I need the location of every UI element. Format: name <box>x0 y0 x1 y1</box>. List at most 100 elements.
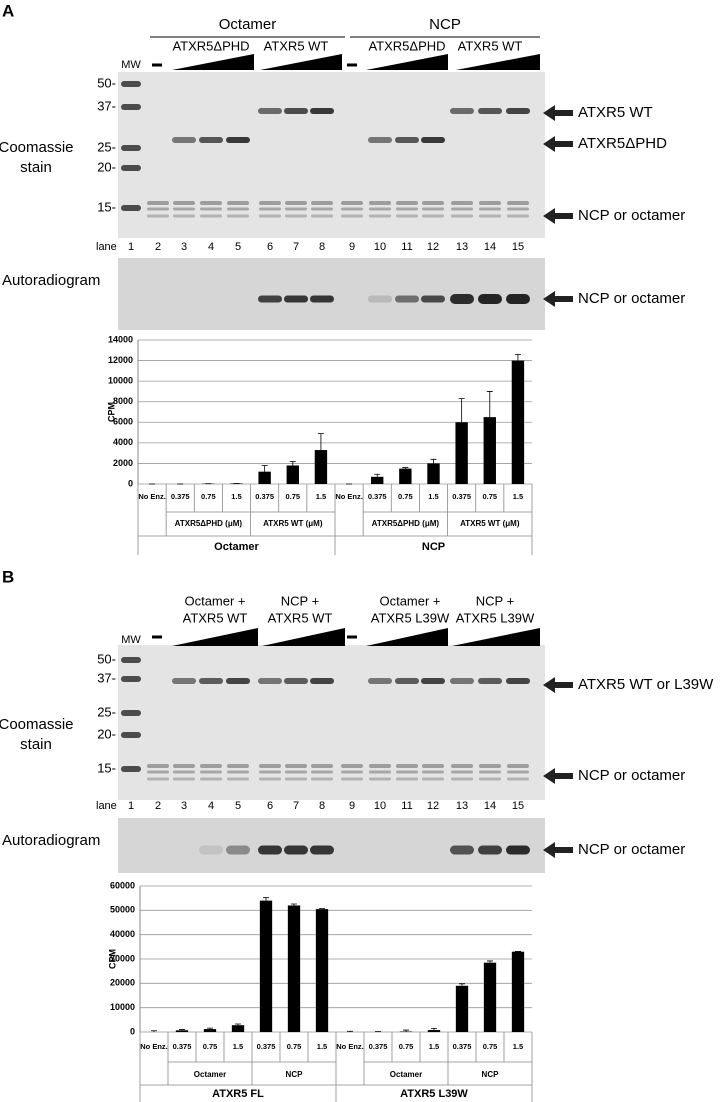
gel-band <box>200 214 222 218</box>
arrow <box>543 105 573 121</box>
group-header: Octamer <box>219 16 277 33</box>
gel-band <box>421 678 445 684</box>
subgroup-header: ATXR5ΔPHD <box>368 38 445 53</box>
gel-band <box>173 764 195 768</box>
x-tick-label: 0.375 <box>453 1042 472 1051</box>
lane-number: 7 <box>293 800 299 812</box>
error-bar <box>487 960 493 963</box>
gel-band <box>396 207 418 211</box>
lane-number: 3 <box>181 800 187 812</box>
mw-ladder-band <box>121 676 141 682</box>
concentration-wedge <box>172 628 258 646</box>
panel-label: B <box>2 567 14 586</box>
gel-band <box>507 764 529 768</box>
gel-band <box>173 207 195 211</box>
no-enzyme-dash <box>347 63 357 67</box>
y-tick-label: 40000 <box>110 929 135 939</box>
y-tick-label: 12000 <box>108 355 133 365</box>
gel-band <box>450 108 474 114</box>
gel-band <box>311 764 333 768</box>
x-tick-label: 1.5 <box>316 492 326 501</box>
gel-band <box>147 764 169 768</box>
gel-band <box>451 777 473 781</box>
x-tick-label: 0.375 <box>255 492 274 501</box>
concentration-wedge <box>172 54 254 70</box>
gel-band <box>284 108 308 114</box>
gel-band <box>450 678 474 684</box>
gel-band <box>258 108 282 114</box>
arrow-label: ATXR5 WT or L39W <box>578 676 714 693</box>
bar <box>511 951 525 1032</box>
gel-band <box>341 207 363 211</box>
radiogram-band <box>226 845 250 855</box>
stain-label: stain <box>20 159 52 176</box>
gel-band <box>341 201 363 205</box>
gel-band <box>284 678 308 684</box>
gel-band <box>227 214 249 218</box>
stain-label: Coomassie <box>0 716 74 733</box>
y-tick-label: 8000 <box>113 396 133 406</box>
gel-band <box>368 678 392 684</box>
radiogram-band <box>450 294 474 304</box>
lane-number: 7 <box>293 241 299 253</box>
radiogram-band <box>258 295 282 303</box>
gel-band <box>285 214 307 218</box>
group-label: ATXR5ΔPHD (μM) <box>372 519 440 528</box>
mw-label: MW <box>121 59 141 71</box>
radiogram-band <box>478 845 502 855</box>
gel-band <box>422 770 444 774</box>
gel-band <box>173 201 195 205</box>
error-bar <box>486 391 493 418</box>
x-tick-label: 1.5 <box>513 1042 523 1051</box>
x-tick-label: 1.5 <box>233 1042 243 1051</box>
y-tick-label: 10000 <box>108 376 133 386</box>
arrow-label: ATXR5ΔPHD <box>578 135 667 152</box>
lane-number: 12 <box>427 800 439 812</box>
gel-band <box>311 770 333 774</box>
radiogram-band <box>421 295 445 303</box>
gel-band <box>507 201 529 205</box>
error-bar <box>263 897 269 901</box>
lane-number: 14 <box>484 800 496 812</box>
gel-band <box>310 108 334 114</box>
supergroup-label: ATXR5 L39W <box>400 1088 468 1100</box>
y-tick-label: 6000 <box>113 417 133 427</box>
gel-band <box>311 777 333 781</box>
x-tick-label: 0.75 <box>287 1042 302 1051</box>
x-tick-label: 0.375 <box>368 492 387 501</box>
group-header: NCP + <box>281 593 319 608</box>
bar <box>427 1030 441 1032</box>
mw-ladder-band <box>121 104 141 110</box>
gel-band <box>451 770 473 774</box>
group-header: ATXR5 WT <box>268 610 333 625</box>
lane-number: 2 <box>155 800 161 812</box>
gel-band <box>311 214 333 218</box>
mw-marker: 25- <box>97 704 116 719</box>
group-header: ATXR5 WT <box>183 610 248 625</box>
mw-marker: 37- <box>97 98 116 113</box>
lane-number: 11 <box>401 800 412 812</box>
x-tick-label: 0.75 <box>285 492 300 501</box>
gel-band <box>479 201 501 205</box>
error-bar <box>347 1030 353 1032</box>
lane-number: 2 <box>155 241 161 253</box>
gel-band <box>172 137 196 143</box>
gel-band <box>258 678 282 684</box>
gel-band <box>285 770 307 774</box>
gel-band <box>199 137 223 143</box>
supergroup-label: ATXR5 FL <box>212 1088 264 1100</box>
gel-band <box>506 678 530 684</box>
autoradiogram-gel <box>118 818 545 873</box>
bar <box>427 463 440 484</box>
gel-band <box>369 214 391 218</box>
group-label: Octamer <box>390 1070 422 1079</box>
gel-band <box>478 108 502 114</box>
gel-band <box>259 764 281 768</box>
arrow-label: NCP or octamer <box>578 767 685 784</box>
gel-band <box>396 201 418 205</box>
error-bar <box>289 460 296 466</box>
arrow-label: NCP or octamer <box>578 290 685 307</box>
gel-band <box>147 770 169 774</box>
y-tick-label: 0 <box>128 478 133 488</box>
supergroup-label: NCP <box>422 541 445 553</box>
